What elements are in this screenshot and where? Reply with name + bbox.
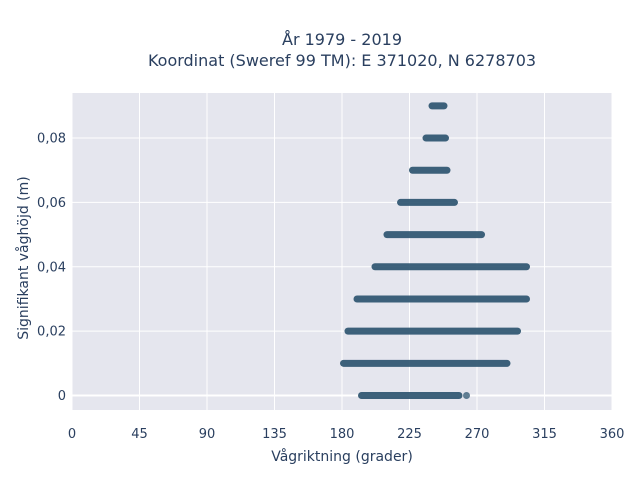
y-tick-label: 0,02 — [37, 325, 66, 340]
x-tick-label: 45 — [131, 427, 148, 442]
gridlines — [71, 93, 613, 410]
x-tick-label: 180 — [330, 427, 355, 442]
x-tick-label: 225 — [397, 427, 422, 442]
x-tick-label: 90 — [199, 427, 216, 442]
point — [463, 392, 470, 400]
x-axis-ticks: 0 45 90 135 180 225 270 315 360 — [68, 427, 625, 442]
y-axis-title: Signifikant våghöjd (m) — [15, 176, 32, 339]
x-tick-label: 360 — [600, 427, 625, 442]
chart-title-line2: Koordinat (Sweref 99 TM): E 371020, N 62… — [148, 51, 536, 70]
y-axis-ticks: 0 0,02 0,04 0,06 0,08 — [37, 132, 66, 404]
x-tick-label: 0 — [68, 427, 76, 442]
x-tick-label: 135 — [262, 427, 287, 442]
y-tick-label: 0,06 — [37, 196, 66, 211]
y-tick-label: 0 — [58, 389, 66, 404]
y-tick-label: 0,04 — [37, 260, 66, 275]
x-tick-label: 315 — [532, 427, 557, 442]
y-tick-label: 0,08 — [37, 132, 66, 147]
data-points — [340, 102, 530, 400]
x-tick-label: 270 — [465, 427, 490, 442]
chart-title-line1: År 1979 - 2019 — [282, 30, 402, 49]
x-axis-title: Vågriktning (grader) — [271, 448, 413, 465]
